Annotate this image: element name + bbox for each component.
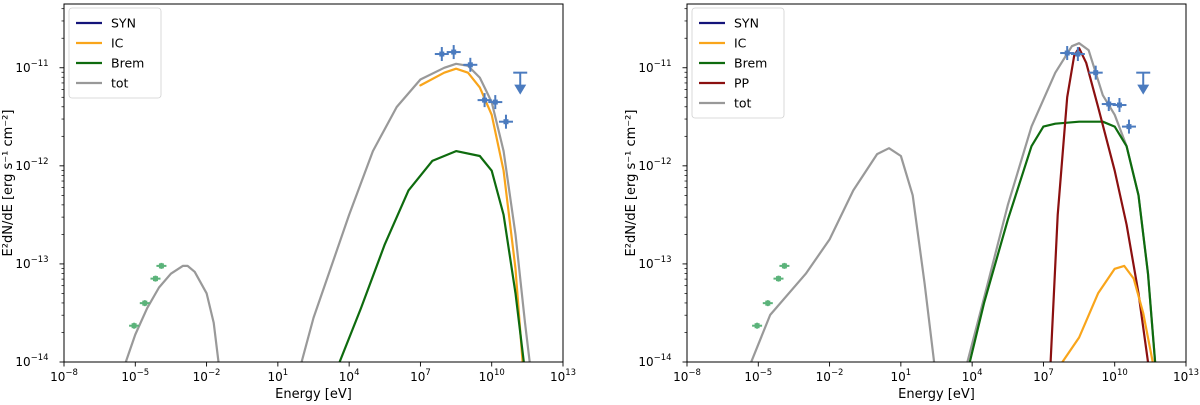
- gamma-point: [1116, 102, 1122, 108]
- sed-panel-left: 10−8 10−5 10−2 101 104 107 1010 1013 10−14 10−13 1…: [1, 3, 576, 402]
- gamma-point: [1126, 124, 1132, 130]
- legend-label-pp: PP: [734, 76, 750, 91]
- legend-label-tot: tot: [111, 76, 129, 91]
- y-axis-title: E²dN/dE [erg s⁻¹ cm⁻²]: [624, 110, 639, 257]
- series-tot-line: [300, 62, 531, 362]
- y-tick-label: 10−13: [15, 255, 48, 271]
- x-tick-label: 10−5: [121, 368, 149, 384]
- y-tick-label: 10−11: [15, 59, 48, 75]
- y-tick-label: 10−14: [638, 353, 671, 369]
- model-curves: [750, 42, 1157, 362]
- gamma-point: [1064, 50, 1070, 56]
- y-tick-label: 10−12: [638, 157, 671, 173]
- x-tick-label: 104: [339, 368, 360, 384]
- x-tick-label: 10−8: [673, 368, 701, 384]
- legend-label-ic: IC: [111, 36, 124, 51]
- legend-label-syn: SYN: [111, 16, 136, 31]
- y-tick-label: 10−12: [15, 157, 48, 173]
- radio-point: [775, 276, 781, 282]
- radio-point: [158, 263, 164, 269]
- gamma-point: [1093, 70, 1099, 76]
- legend-label-brem: Brem: [111, 56, 144, 71]
- gamma-point: [482, 97, 488, 103]
- series-ic-line: [1061, 264, 1154, 362]
- y-tick-label: 10−13: [638, 255, 671, 271]
- gamma-point: [503, 119, 509, 125]
- legend-label-brem: Brem: [734, 56, 767, 71]
- legend-label-ic: IC: [734, 36, 747, 51]
- model-curves: [124, 62, 531, 362]
- gamma-point: [492, 99, 498, 105]
- legend-box: [68, 7, 162, 99]
- radio-point: [131, 323, 137, 329]
- gamma-point: [1106, 101, 1112, 107]
- x-tick-label: 10−5: [744, 368, 772, 384]
- radio-point: [142, 300, 148, 306]
- radio-point: [152, 276, 158, 282]
- legend-box: [691, 7, 785, 119]
- series-ic-line: [419, 67, 524, 362]
- gamma-point: [467, 62, 473, 68]
- axes-frame: [63, 3, 564, 363]
- x-axis-title: Energy [eV]: [898, 387, 975, 402]
- radio-point: [765, 300, 771, 306]
- legend: SYN IC Brem tot: [68, 7, 162, 99]
- x-tick-label: 104: [962, 368, 983, 384]
- x-tick-label: 10−8: [50, 368, 78, 384]
- x-tick-label: 107: [1033, 368, 1054, 384]
- upper-limit-arrow: [1137, 84, 1150, 95]
- x-tick-label: 10−2: [816, 368, 844, 384]
- series-tot-line: [124, 264, 220, 362]
- x-tick-label: 1013: [550, 368, 576, 384]
- legend-label-syn: SYN: [734, 16, 759, 31]
- series-brem-line: [338, 150, 525, 362]
- x-tick-label: 101: [268, 368, 289, 384]
- x-tick-label: 1010: [1102, 368, 1128, 384]
- radio-point: [781, 263, 787, 269]
- series-tot-line: [750, 147, 936, 362]
- axes-frame: [686, 3, 1187, 363]
- x-tick-label: 107: [410, 368, 431, 384]
- upper-limit-arrow: [514, 84, 527, 95]
- gamma-point: [439, 51, 445, 57]
- radio-point: [754, 323, 760, 329]
- gamma-point: [451, 49, 457, 55]
- series-pp-line: [1049, 47, 1150, 362]
- sed-panel-right: 10−8 10−5 10−2 101 104 107 1010 1013 10−14 10−13 1…: [624, 3, 1199, 402]
- legend-label-tot: tot: [734, 96, 752, 111]
- y-tick-label: 10−11: [638, 59, 671, 75]
- legend: SYN IC Brem PP tot: [691, 7, 785, 119]
- x-axis-title: Energy [eV]: [275, 387, 352, 402]
- x-tick-label: 1010: [479, 368, 505, 384]
- x-tick-label: 101: [891, 368, 912, 384]
- x-tick-label: 1013: [1173, 368, 1199, 384]
- gamma-point: [1075, 51, 1081, 57]
- series-brem-line: [968, 120, 1157, 362]
- x-tick-label: 10−2: [193, 368, 221, 384]
- y-axis-title: E²dN/dE [erg s⁻¹ cm⁻²]: [1, 110, 16, 257]
- y-tick-label: 10−14: [15, 353, 48, 369]
